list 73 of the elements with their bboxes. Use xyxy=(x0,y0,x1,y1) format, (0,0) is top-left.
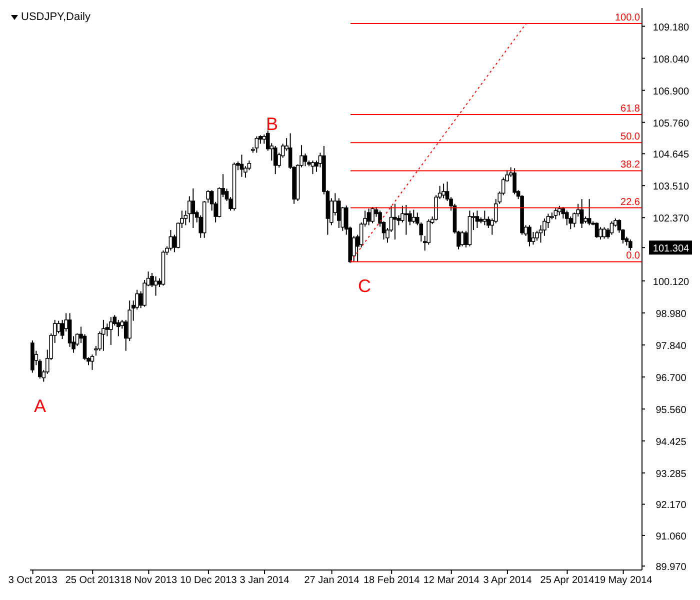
candlestick xyxy=(412,209,416,224)
candlestick xyxy=(531,231,536,246)
x-tick-label: 3 Oct 2013 xyxy=(8,575,58,586)
y-tick-label: 89.970 xyxy=(656,562,687,574)
candlestick xyxy=(528,224,532,247)
y-tick-label: 97.840 xyxy=(656,340,687,352)
candlestick xyxy=(512,168,516,195)
candlestick xyxy=(475,210,480,229)
annotation: 38.2 xyxy=(620,160,640,171)
y-tick-label: 105.760 xyxy=(652,118,690,130)
x-tick-label: 18 Feb 2014 xyxy=(364,575,420,586)
candlestick xyxy=(554,207,558,220)
y-tick-label: 94.425 xyxy=(656,436,687,448)
chart-title: USDJPY,Daily xyxy=(21,11,90,23)
candlestick xyxy=(254,136,259,154)
candlestick xyxy=(594,222,599,238)
candlestick xyxy=(273,145,278,175)
candlestick xyxy=(366,208,371,226)
annotation: 22.6 xyxy=(620,196,640,208)
x-tick-label: 18 Nov 2013 xyxy=(120,575,178,586)
candlestick xyxy=(109,316,113,346)
y-tick-label: 104.645 xyxy=(652,150,690,161)
candlestick xyxy=(393,203,397,240)
candlestick xyxy=(154,276,158,296)
x-tick-label: 3 Apr 2014 xyxy=(483,575,532,586)
y-tick-label: 109.180 xyxy=(652,22,690,34)
x-tick-label: 19 May 2014 xyxy=(594,575,653,586)
candlestick xyxy=(102,319,106,352)
candlestick xyxy=(628,239,632,252)
y-tick-label: 100.120 xyxy=(652,276,690,288)
candlestick xyxy=(460,230,464,247)
annotation: 0.0 xyxy=(626,250,640,262)
x-tick-label: 25 Apr 2014 xyxy=(540,575,595,586)
candlestick xyxy=(482,210,487,226)
candlestick xyxy=(168,229,173,252)
x-tick-label: 3 Jan 2014 xyxy=(240,575,290,586)
candlestick xyxy=(580,198,584,229)
candlestick xyxy=(602,226,606,240)
y-tick-label: 95.560 xyxy=(656,404,687,416)
annotation: 100.0 xyxy=(614,12,640,24)
annotation: 50.0 xyxy=(620,132,640,143)
x-tick-label: 25 Oct 2013 xyxy=(65,575,120,586)
candlestick xyxy=(303,153,308,167)
candlestick xyxy=(598,226,602,240)
annotation: C xyxy=(358,276,371,297)
y-tick-label: 101.304 xyxy=(652,244,690,255)
y-tick-label: 96.700 xyxy=(656,372,687,384)
y-tick-label: 93.285 xyxy=(656,468,687,480)
y-tick-label: 106.900 xyxy=(652,86,690,98)
candlestick xyxy=(370,206,374,224)
y-tick-label: 108.040 xyxy=(652,54,690,66)
candlestick xyxy=(442,183,446,199)
y-tick-label: 92.170 xyxy=(656,500,687,512)
candlestick xyxy=(240,154,244,178)
y-tick-label: 98.980 xyxy=(656,308,687,320)
annotation: 61.8 xyxy=(620,104,640,114)
candlestick xyxy=(610,220,614,236)
candlestick xyxy=(564,210,569,226)
candlestick xyxy=(191,188,196,229)
candlestick xyxy=(188,196,192,223)
y-tick-label: 91.060 xyxy=(656,531,687,542)
x-tick-label: 27 Jan 2014 xyxy=(304,575,360,586)
x-tick-label: 12 Mar 2014 xyxy=(423,575,480,586)
candlestick xyxy=(587,198,592,226)
candlestick xyxy=(56,320,60,334)
annotation: B xyxy=(266,114,278,135)
y-tick-label: 102.370 xyxy=(652,214,690,225)
y-tick-label: 103.510 xyxy=(652,182,690,193)
candlestick xyxy=(310,160,315,175)
candlestick xyxy=(90,354,94,370)
candlestick xyxy=(116,319,120,337)
annotation: A xyxy=(34,396,46,417)
x-tick-label: 10 Dec 2013 xyxy=(180,575,238,586)
